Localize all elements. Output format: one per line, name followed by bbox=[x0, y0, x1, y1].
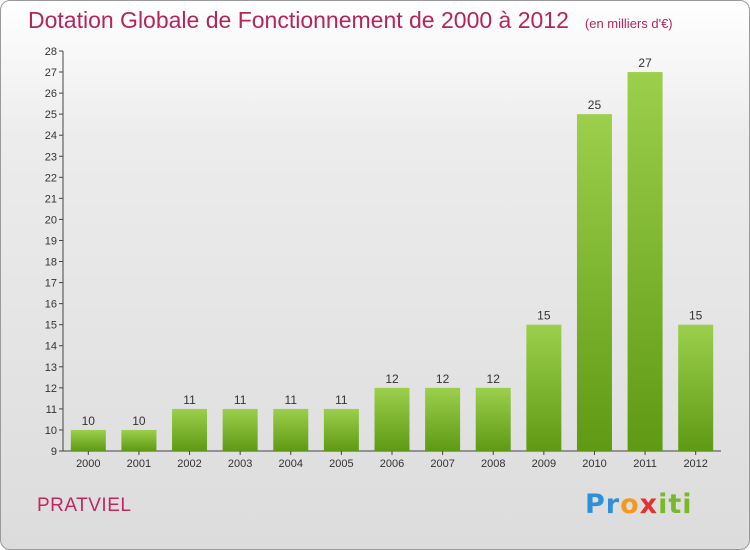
x-tick-label: 2010 bbox=[582, 458, 606, 470]
x-tick-label: 2009 bbox=[532, 458, 556, 470]
y-tick-label: 17 bbox=[45, 278, 57, 290]
chart-bars bbox=[70, 72, 714, 451]
x-tick-label: 2005 bbox=[329, 458, 353, 470]
bar bbox=[627, 72, 663, 451]
data-label: 27 bbox=[638, 56, 652, 70]
y-tick-label: 28 bbox=[45, 46, 57, 58]
y-tick-label: 9 bbox=[51, 446, 57, 458]
data-label: 15 bbox=[689, 309, 703, 323]
bar bbox=[172, 408, 208, 451]
bar bbox=[121, 429, 157, 451]
proxiti-logo: Proxiti bbox=[585, 489, 693, 520]
commune-name: PRATVIEL bbox=[37, 495, 132, 516]
x-tick-label: 2012 bbox=[683, 458, 707, 470]
x-tick-label: 2000 bbox=[76, 458, 100, 470]
y-tick-label: 19 bbox=[45, 235, 57, 247]
bar bbox=[222, 408, 258, 451]
data-label: 12 bbox=[385, 372, 399, 386]
y-tick-label: 11 bbox=[46, 404, 57, 416]
data-label: 11 bbox=[234, 393, 247, 407]
logo-part-4: iti bbox=[658, 489, 693, 520]
bar bbox=[70, 429, 106, 451]
bar bbox=[576, 114, 612, 451]
chart-subtitle: (en milliers d'€) bbox=[584, 16, 673, 31]
bar bbox=[273, 408, 309, 451]
chart-title-text: Dotation Globale de Fonctionnement de 20… bbox=[28, 7, 569, 33]
y-tick-label: 12 bbox=[45, 383, 57, 395]
logo-part-1: Pr bbox=[585, 489, 621, 520]
logo-part-2: o bbox=[620, 489, 640, 520]
y-tick-label: 23 bbox=[45, 151, 57, 163]
y-tick-label: 10 bbox=[45, 425, 57, 437]
bar bbox=[323, 408, 359, 451]
bar bbox=[374, 387, 410, 451]
data-label: 25 bbox=[588, 98, 602, 112]
logo-part-3: x bbox=[639, 489, 659, 520]
x-tick-label: 2004 bbox=[279, 458, 303, 470]
y-tick-label: 22 bbox=[45, 172, 57, 184]
data-label: 12 bbox=[487, 372, 501, 386]
bar bbox=[425, 387, 461, 451]
bar bbox=[526, 324, 562, 451]
y-tick-label: 16 bbox=[45, 299, 57, 311]
data-label: 11 bbox=[335, 393, 348, 407]
y-tick-label: 20 bbox=[45, 214, 57, 226]
y-tick-label: 24 bbox=[45, 130, 57, 142]
x-tick-label: 2007 bbox=[430, 458, 454, 470]
y-tick-label: 21 bbox=[45, 193, 57, 205]
data-label: 10 bbox=[82, 414, 96, 428]
x-tick-label: 2006 bbox=[380, 458, 404, 470]
data-label: 12 bbox=[436, 372, 450, 386]
data-label: 11 bbox=[183, 393, 196, 407]
data-label: 11 bbox=[285, 393, 298, 407]
y-tick-label: 14 bbox=[45, 341, 57, 353]
x-tick-label: 2002 bbox=[177, 458, 201, 470]
x-tick-label: 2001 bbox=[127, 458, 151, 470]
chart-title: Dotation Globale de Fonctionnement de 20… bbox=[28, 7, 673, 34]
x-tick-label: 2003 bbox=[228, 458, 252, 470]
y-tick-label: 25 bbox=[45, 109, 57, 121]
bar bbox=[678, 324, 714, 451]
data-label: 10 bbox=[132, 414, 146, 428]
y-tick-label: 18 bbox=[45, 257, 57, 269]
y-tick-label: 27 bbox=[45, 67, 57, 79]
chart-labels: 2000 10 2001 10 2002 11 2003 11 2004 11 2005 11 2006… bbox=[76, 56, 708, 470]
y-tick-label: 13 bbox=[45, 362, 57, 374]
bar bbox=[475, 387, 511, 451]
data-label: 15 bbox=[537, 309, 551, 323]
y-tick-label: 15 bbox=[45, 320, 57, 332]
x-tick-label: 2011 bbox=[633, 458, 657, 470]
x-tick-label: 2008 bbox=[481, 458, 505, 470]
y-tick-label: 26 bbox=[45, 88, 57, 100]
